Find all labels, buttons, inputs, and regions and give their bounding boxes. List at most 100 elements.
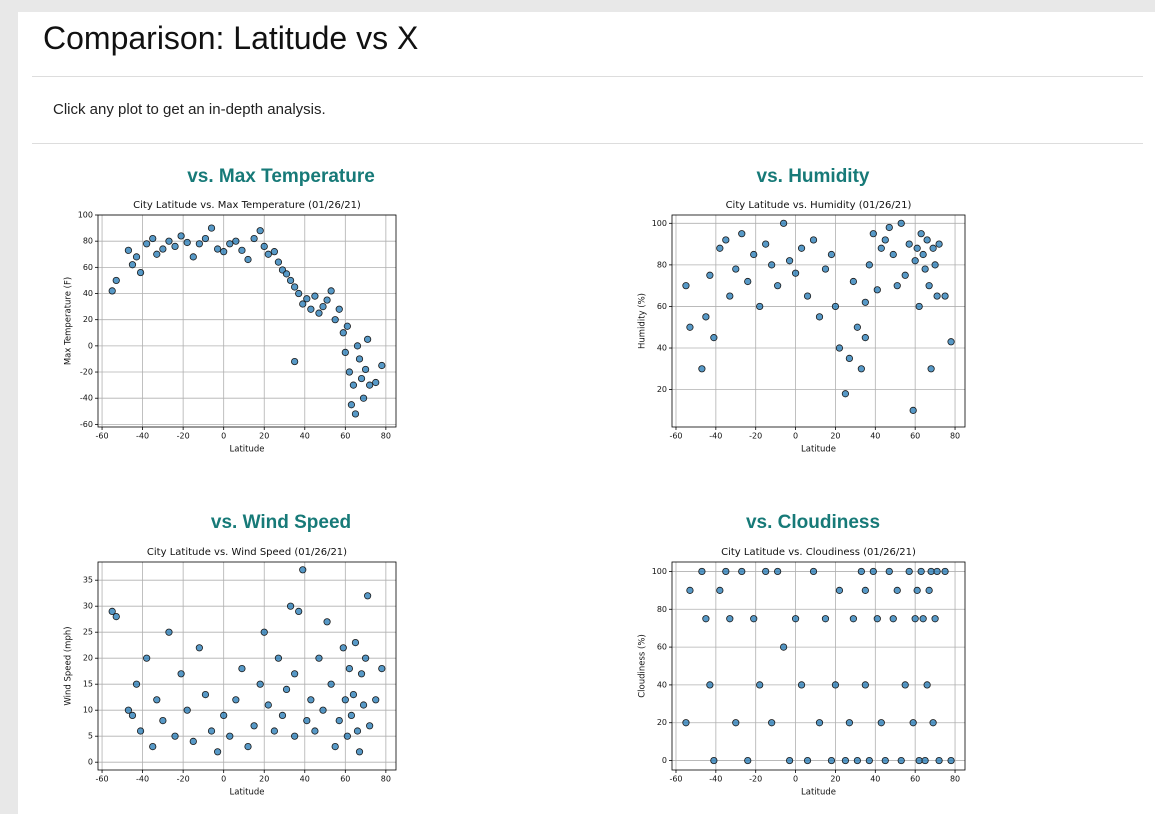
data-point	[917, 567, 925, 576]
plot[interactable]: vs. Humidity -60 -40 -20 0 20 40 60 80 20 40 60 80 10…	[638, 166, 966, 455]
plot-heading: vs. Humidity	[757, 166, 870, 187]
data-point	[331, 742, 339, 751]
data-point	[845, 354, 853, 363]
y-tick-label: -60	[80, 420, 93, 429]
plot[interactable]: vs. Max Temperature -60 -40 -20 0 20 40 60 80 -60…	[64, 166, 397, 455]
y-tick-label: 5	[88, 732, 93, 741]
data-point	[947, 756, 955, 765]
data-point	[171, 732, 179, 740]
data-point	[869, 567, 877, 576]
data-point	[359, 394, 368, 402]
data-point	[372, 696, 380, 704]
x-tick-label: -60	[669, 775, 682, 784]
plot[interactable]: vs. Cloudiness -60 -40 -20 0 20 40 60 80 0 20 40 60 8…	[638, 512, 966, 798]
plot-area	[98, 215, 396, 427]
data-point	[881, 756, 889, 765]
plot-frame	[97, 561, 397, 771]
y-tick-label: -20	[80, 368, 93, 377]
data-point	[207, 224, 216, 232]
data-point	[201, 690, 210, 699]
data-point	[913, 586, 921, 594]
x-tick-label: 0	[221, 432, 226, 441]
data-point	[351, 410, 360, 418]
data-point	[827, 756, 836, 765]
data-point	[291, 357, 299, 366]
divider	[32, 143, 1143, 144]
data-point	[286, 276, 295, 285]
data-point	[177, 670, 185, 678]
plot-title: City Latitude vs. Cloudiness (01/26/21)	[721, 547, 916, 558]
data-point	[941, 567, 949, 576]
data-point	[355, 748, 364, 756]
data-point	[682, 719, 690, 727]
data-point	[726, 292, 734, 300]
x-tick-label: 80	[950, 775, 960, 784]
data-point	[286, 602, 295, 610]
data-point	[311, 292, 319, 300]
data-point	[270, 248, 278, 256]
plot[interactable]: vs. Wind Speed -60 -40 -20 0 20 40 60 80 0 5 10 15 20…	[64, 512, 397, 798]
data-point	[909, 406, 917, 414]
y-axis-label: Humidity (%)	[638, 293, 648, 349]
data-point	[941, 292, 949, 300]
data-point	[865, 756, 873, 765]
data-point	[921, 265, 929, 273]
data-point	[722, 567, 730, 576]
data-point	[780, 219, 788, 227]
data-point	[897, 219, 905, 227]
data-point	[165, 628, 173, 636]
x-tick-label: -20	[177, 775, 190, 784]
data-point	[925, 586, 933, 594]
data-point	[124, 246, 133, 254]
x-tick-label: -20	[749, 775, 762, 784]
data-point	[244, 255, 252, 264]
data-point	[750, 615, 758, 623]
data-point	[797, 681, 806, 689]
data-point	[785, 257, 794, 265]
data-point	[345, 368, 353, 376]
data-point	[893, 282, 901, 290]
data-point	[877, 719, 885, 727]
plot-heading: vs. Max Temperature	[187, 166, 375, 187]
x-tick-label: 0	[793, 775, 798, 784]
data-point	[889, 615, 897, 623]
x-tick-label: 60	[910, 775, 920, 784]
x-tick-label: 40	[870, 432, 880, 441]
data-point	[282, 270, 291, 278]
data-point	[171, 242, 179, 251]
data-point	[744, 277, 752, 286]
plot-title: City Latitude vs. Humidity (01/26/21)	[726, 200, 912, 211]
data-point	[238, 246, 246, 254]
y-tick-label: 0	[662, 756, 667, 765]
data-point	[357, 374, 366, 383]
x-tick-label: -40	[709, 775, 722, 784]
data-point	[933, 567, 941, 576]
data-point	[214, 748, 222, 756]
data-point	[136, 268, 145, 277]
data-point	[291, 670, 299, 678]
data-point	[378, 361, 386, 370]
data-point	[347, 401, 356, 409]
data-point	[774, 282, 782, 290]
data-point	[849, 277, 857, 286]
data-point	[307, 305, 315, 313]
data-point	[378, 664, 386, 673]
data-point	[815, 313, 824, 321]
data-point	[349, 381, 358, 389]
data-point	[149, 234, 157, 243]
data-point	[299, 300, 307, 308]
data-point	[897, 756, 905, 765]
x-tick-label: 60	[910, 432, 920, 441]
data-point	[232, 237, 240, 245]
intro-text: Click any plot to get an in-depth analys…	[53, 101, 326, 118]
data-point	[768, 261, 776, 269]
data-point	[726, 615, 734, 623]
page-title: Comparison: Latitude vs X	[43, 20, 419, 56]
plot-frame	[671, 561, 966, 771]
data-point	[264, 701, 272, 709]
data-point	[335, 716, 343, 725]
data-point	[149, 742, 157, 751]
data-point	[319, 706, 327, 714]
data-point	[857, 365, 865, 373]
data-point	[774, 567, 782, 576]
